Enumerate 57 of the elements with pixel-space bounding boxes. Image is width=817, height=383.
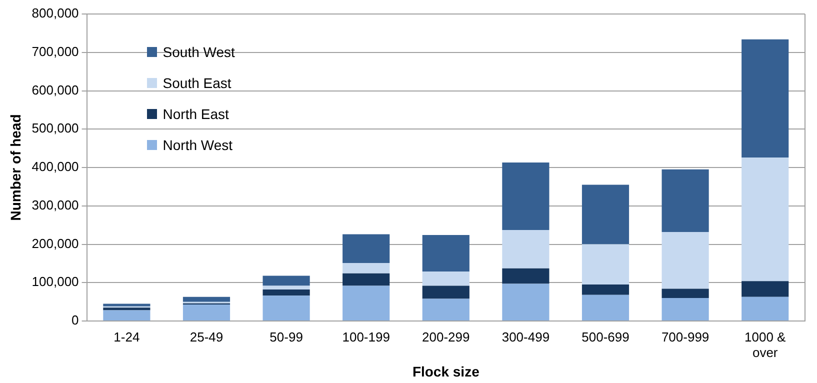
legend-label: South East: [162, 74, 232, 90]
bar: [742, 39, 789, 158]
bar: [662, 298, 709, 320]
bar: [742, 281, 789, 297]
bar: [262, 276, 310, 286]
bar: [182, 296, 230, 302]
bar: [422, 235, 470, 272]
y-axis-title: Number of head: [7, 114, 24, 221]
bar: [502, 268, 550, 284]
x-tick-label: 700-999: [661, 329, 710, 344]
bar: [262, 286, 310, 290]
bar: [662, 169, 709, 232]
x-tick-label: 100-199: [342, 329, 390, 344]
bar: [342, 263, 390, 274]
legend-label: South West: [162, 44, 235, 60]
bar: [262, 290, 310, 296]
bar: [342, 273, 390, 286]
bar: [103, 310, 150, 320]
x-tick-label: 25-49: [190, 329, 224, 344]
y-tick-label: 400,000: [32, 159, 79, 174]
y-tick-label: 600,000: [32, 82, 79, 98]
bar: [262, 296, 310, 320]
bar: [582, 294, 630, 320]
y-tick-label: 200,000: [32, 236, 79, 251]
bar: [662, 288, 709, 298]
bar: [342, 286, 390, 320]
bar: [422, 298, 470, 320]
bar: [582, 244, 630, 285]
x-tick-label: 1-24: [114, 329, 140, 344]
bar: [103, 308, 150, 310]
bar: [502, 162, 550, 230]
x-tick-label: 500-699: [582, 329, 630, 344]
y-tick-label: 300,000: [32, 197, 79, 212]
bar: [742, 296, 789, 320]
y-tick-label: 100,000: [32, 274, 79, 290]
bar: [182, 304, 230, 320]
legend-label: North East: [162, 106, 229, 122]
y-tick-label: 700,000: [32, 44, 79, 59]
legend-label: North West: [162, 136, 233, 152]
bar: [342, 234, 390, 264]
x-tick-label: 300-499: [502, 329, 550, 344]
bar: [422, 286, 470, 299]
bar: [742, 158, 789, 282]
x-tick-label: 50-99: [270, 329, 303, 344]
bar: [103, 304, 150, 306]
x-tick-label: 1000 & over: [744, 329, 786, 360]
bar: [582, 284, 630, 295]
bar: [422, 271, 470, 286]
bar: [502, 284, 550, 320]
bar: [662, 232, 709, 289]
y-tick-label: 800,000: [32, 6, 79, 21]
y-tick-label: 500,000: [32, 120, 79, 136]
y-tick-label: 0: [72, 312, 79, 328]
bar: [582, 184, 630, 244]
x-tick-label: 200-299: [422, 329, 470, 344]
x-axis-title: Flock size: [412, 363, 480, 380]
bar: [502, 230, 550, 268]
